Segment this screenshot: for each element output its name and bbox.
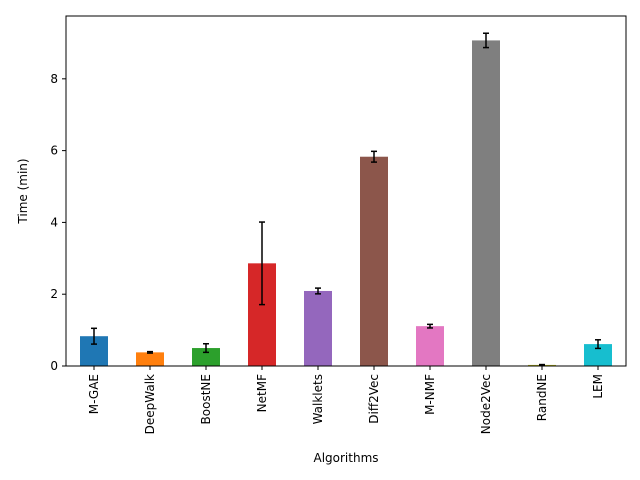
error-bar-lem bbox=[595, 339, 601, 350]
bar-m-nmf bbox=[416, 326, 444, 366]
y-tick-label: 6 bbox=[50, 144, 58, 158]
error-bar-m-nmf bbox=[427, 323, 433, 329]
error-bar-walklets bbox=[315, 287, 321, 295]
bars-layer bbox=[80, 32, 612, 367]
bar-deepwalk bbox=[136, 352, 164, 366]
bar-node2vec bbox=[472, 40, 500, 367]
bar-boostne bbox=[192, 348, 220, 366]
x-tick-label: BoostNE bbox=[199, 374, 213, 424]
error-bar-netmf bbox=[259, 221, 265, 306]
error-bar-boostne bbox=[203, 342, 209, 354]
x-tick-label: M-GAE bbox=[87, 374, 101, 414]
x-tick-label: Node2Vec bbox=[479, 374, 493, 434]
x-tick-label: Diff2Vec bbox=[367, 374, 381, 424]
x-tick-label: RandNE bbox=[535, 374, 549, 421]
x-tick-label: LEM bbox=[591, 374, 605, 399]
y-tick-label: 8 bbox=[50, 72, 58, 86]
error-bar-diff2vec bbox=[371, 150, 377, 163]
bar-diff2vec bbox=[360, 156, 388, 366]
error-bar-deepwalk bbox=[147, 350, 153, 354]
y-axis-label: Time (min) bbox=[16, 158, 30, 224]
error-bar-node2vec bbox=[483, 32, 489, 49]
x-tick-label: NetMF bbox=[255, 374, 269, 412]
plot-frame bbox=[65, 15, 627, 367]
x-tick-label: Walklets bbox=[311, 374, 325, 424]
x-tick-label: M-NMF bbox=[423, 374, 437, 415]
x-axis: M-GAE DeepWalk BoostNE NetMF Walklets Diff2Ve… bbox=[87, 366, 605, 434]
y-tick-label: 0 bbox=[50, 359, 58, 373]
bar-walklets bbox=[304, 290, 332, 366]
bar-lem bbox=[584, 344, 612, 366]
y-tick-label: 4 bbox=[50, 215, 58, 229]
x-tick-label: DeepWalk bbox=[143, 374, 157, 434]
y-axis: 0 2 4 6 8 bbox=[50, 72, 66, 373]
x-axis-label: Algorithms bbox=[313, 451, 378, 465]
y-tick-label: 2 bbox=[50, 287, 58, 301]
error-bar-m-gae bbox=[91, 327, 97, 345]
error-bar-randne bbox=[539, 363, 545, 367]
